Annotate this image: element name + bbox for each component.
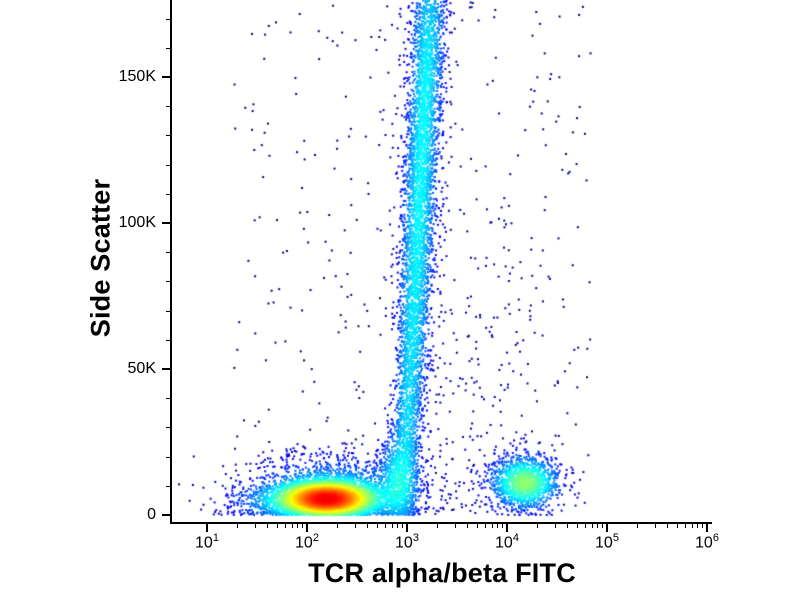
x-tick-label: 102 [295, 532, 319, 552]
x-minor-tick [667, 524, 669, 528]
x-minor-tick [484, 524, 486, 528]
x-minor-tick [467, 524, 469, 528]
y-minor-tick [166, 18, 170, 20]
x-minor-tick [654, 524, 656, 528]
x-minor-tick [591, 524, 593, 528]
y-tick-label: 150K [118, 68, 156, 85]
x-minor-tick [302, 524, 304, 528]
y-minor-tick [166, 456, 170, 458]
x-minor-tick [637, 524, 639, 528]
x-minor-tick [454, 524, 456, 528]
x-minor-tick [597, 524, 599, 528]
x-major-tick [206, 524, 208, 532]
plot-area [170, 0, 712, 524]
x-tick-label: 105 [595, 532, 619, 552]
x-minor-tick [676, 524, 678, 528]
y-minor-tick [166, 427, 170, 429]
x-minor-tick [476, 524, 478, 528]
x-axis-title: TCR alpha/beta FITC [308, 558, 576, 588]
y-tick-label: 50K [127, 360, 156, 377]
x-minor-tick [267, 524, 269, 528]
x-minor-tick [502, 524, 504, 528]
y-minor-tick [166, 398, 170, 400]
x-minor-tick [337, 524, 339, 528]
x-minor-tick [367, 524, 369, 528]
x-minor-tick [237, 524, 239, 528]
x-minor-tick [691, 524, 693, 528]
x-tick-label: 103 [395, 532, 419, 552]
x-minor-tick [554, 524, 556, 528]
x-minor-tick [384, 524, 386, 528]
y-axis-title: Side Scatter [85, 178, 116, 338]
y-minor-tick [166, 339, 170, 341]
y-minor-tick [166, 281, 170, 283]
x-minor-tick [684, 524, 686, 528]
x-major-tick [306, 524, 308, 532]
y-tick-label: 0 [147, 506, 156, 523]
y-tick-label: 100K [118, 214, 156, 231]
y-major-tick [162, 76, 170, 78]
y-minor-tick [166, 135, 170, 137]
y-minor-tick [166, 310, 170, 312]
x-minor-tick [576, 524, 578, 528]
x-major-tick [506, 524, 508, 532]
x-minor-tick [537, 524, 539, 528]
x-minor-tick [354, 524, 356, 528]
x-minor-tick [297, 524, 299, 528]
y-major-tick [162, 514, 170, 516]
x-minor-tick [491, 524, 493, 528]
y-minor-tick [166, 485, 170, 487]
x-minor-tick [291, 524, 293, 528]
x-minor-tick [602, 524, 604, 528]
x-major-tick [406, 524, 408, 532]
x-minor-tick [391, 524, 393, 528]
x-minor-tick [284, 524, 286, 528]
x-minor-tick [254, 524, 256, 528]
x-minor-tick [702, 524, 704, 528]
x-minor-tick [376, 524, 378, 528]
x-minor-tick [397, 524, 399, 528]
y-minor-tick [166, 193, 170, 195]
x-tick-label: 101 [195, 532, 219, 552]
x-minor-tick [402, 524, 404, 528]
y-minor-tick [166, 47, 170, 49]
x-tick-label: 106 [695, 532, 719, 552]
y-major-tick [162, 222, 170, 224]
x-major-tick [606, 524, 608, 532]
x-minor-tick [584, 524, 586, 528]
y-minor-tick [166, 164, 170, 166]
y-minor-tick [166, 252, 170, 254]
y-major-tick [162, 368, 170, 370]
x-minor-tick [567, 524, 569, 528]
x-minor-tick [276, 524, 278, 528]
y-minor-tick [166, 106, 170, 108]
x-minor-tick [497, 524, 499, 528]
x-tick-label: 104 [495, 532, 519, 552]
x-major-tick [706, 524, 708, 532]
x-minor-tick [697, 524, 699, 528]
x-minor-tick [437, 524, 439, 528]
scatter-density-canvas [172, 0, 712, 522]
